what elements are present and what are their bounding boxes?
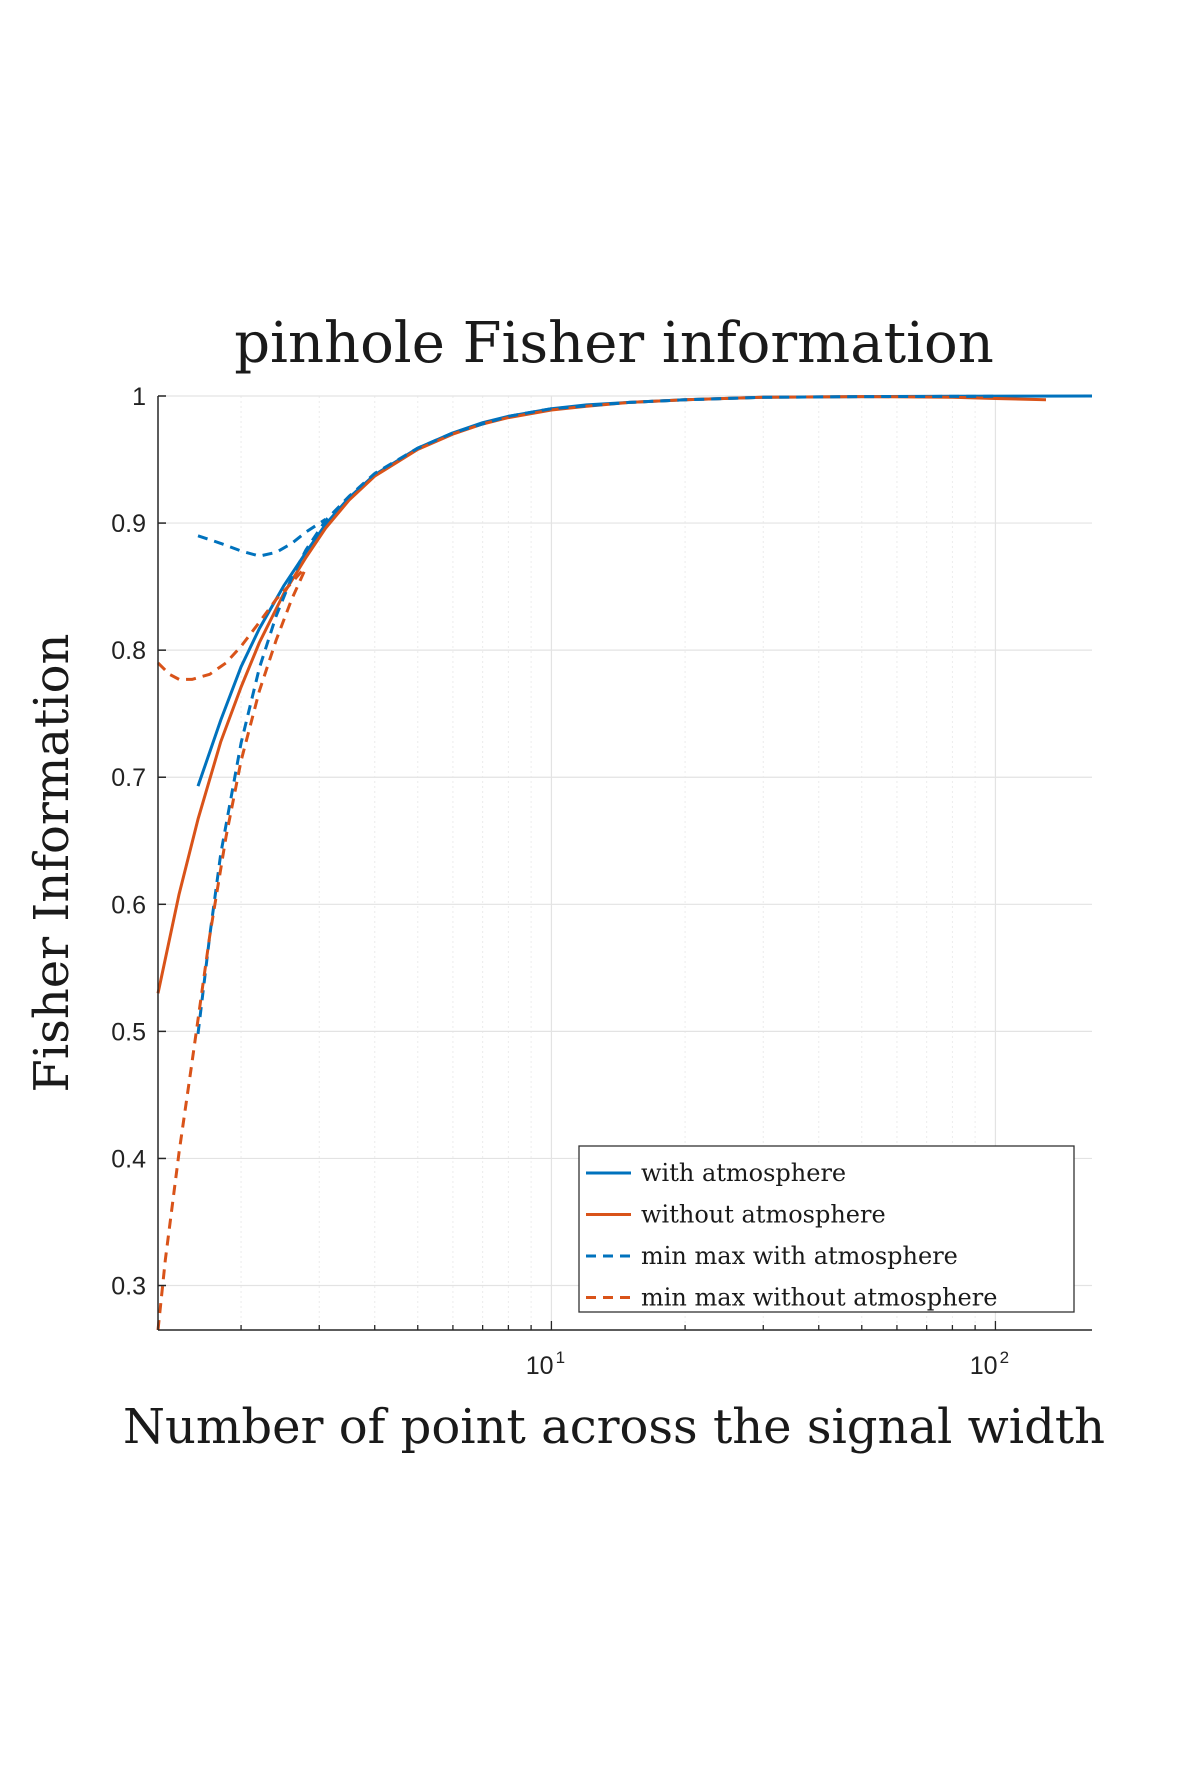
y-tick-label: 0.9 [111,510,146,538]
series-line-min-max-without-atmosphere [156,566,308,1331]
x-axis-label: Number of point across the signal width [123,1399,1105,1455]
x-ticks: 10 1 10 2 [240,1321,1009,1380]
y-tick-label: 0.5 [111,1018,146,1046]
y-tick-label: 0.4 [111,1145,146,1173]
series-line-min-max-with-atmosphere [196,394,996,1035]
series-layer [156,394,1093,1331]
legend-label: min max with atmosphere [641,1242,958,1270]
y-ticks: 0.3 0.4 0.5 0.6 0.7 0.8 0.9 1 [111,383,166,1301]
series-line-min-max-with-atmosphere [197,518,327,558]
legend-label: without atmosphere [641,1201,886,1229]
axes [157,396,1092,1331]
y-tick-label: 0.6 [111,891,146,919]
legend-label: min max without atmosphere [641,1284,997,1312]
legend-box [578,1145,1075,1313]
y-tick-label: 1 [132,383,146,411]
y-tick-label: 0.8 [111,637,146,665]
y-tick-label: 0.3 [111,1273,146,1301]
x-tick-label: 10 1 [526,1348,565,1380]
x-tick-label: 10 2 [970,1348,1009,1380]
chart-title: pinhole Fisher information [234,311,994,376]
legend-label: with atmosphere [641,1159,846,1187]
series-line-min-max-without-atmosphere [156,565,308,681]
y-tick-label: 0.7 [111,764,146,792]
y-axis-label: Fisher Information [24,634,80,1093]
legend: with atmosphere without atmosphere min max… [578,1145,1075,1313]
